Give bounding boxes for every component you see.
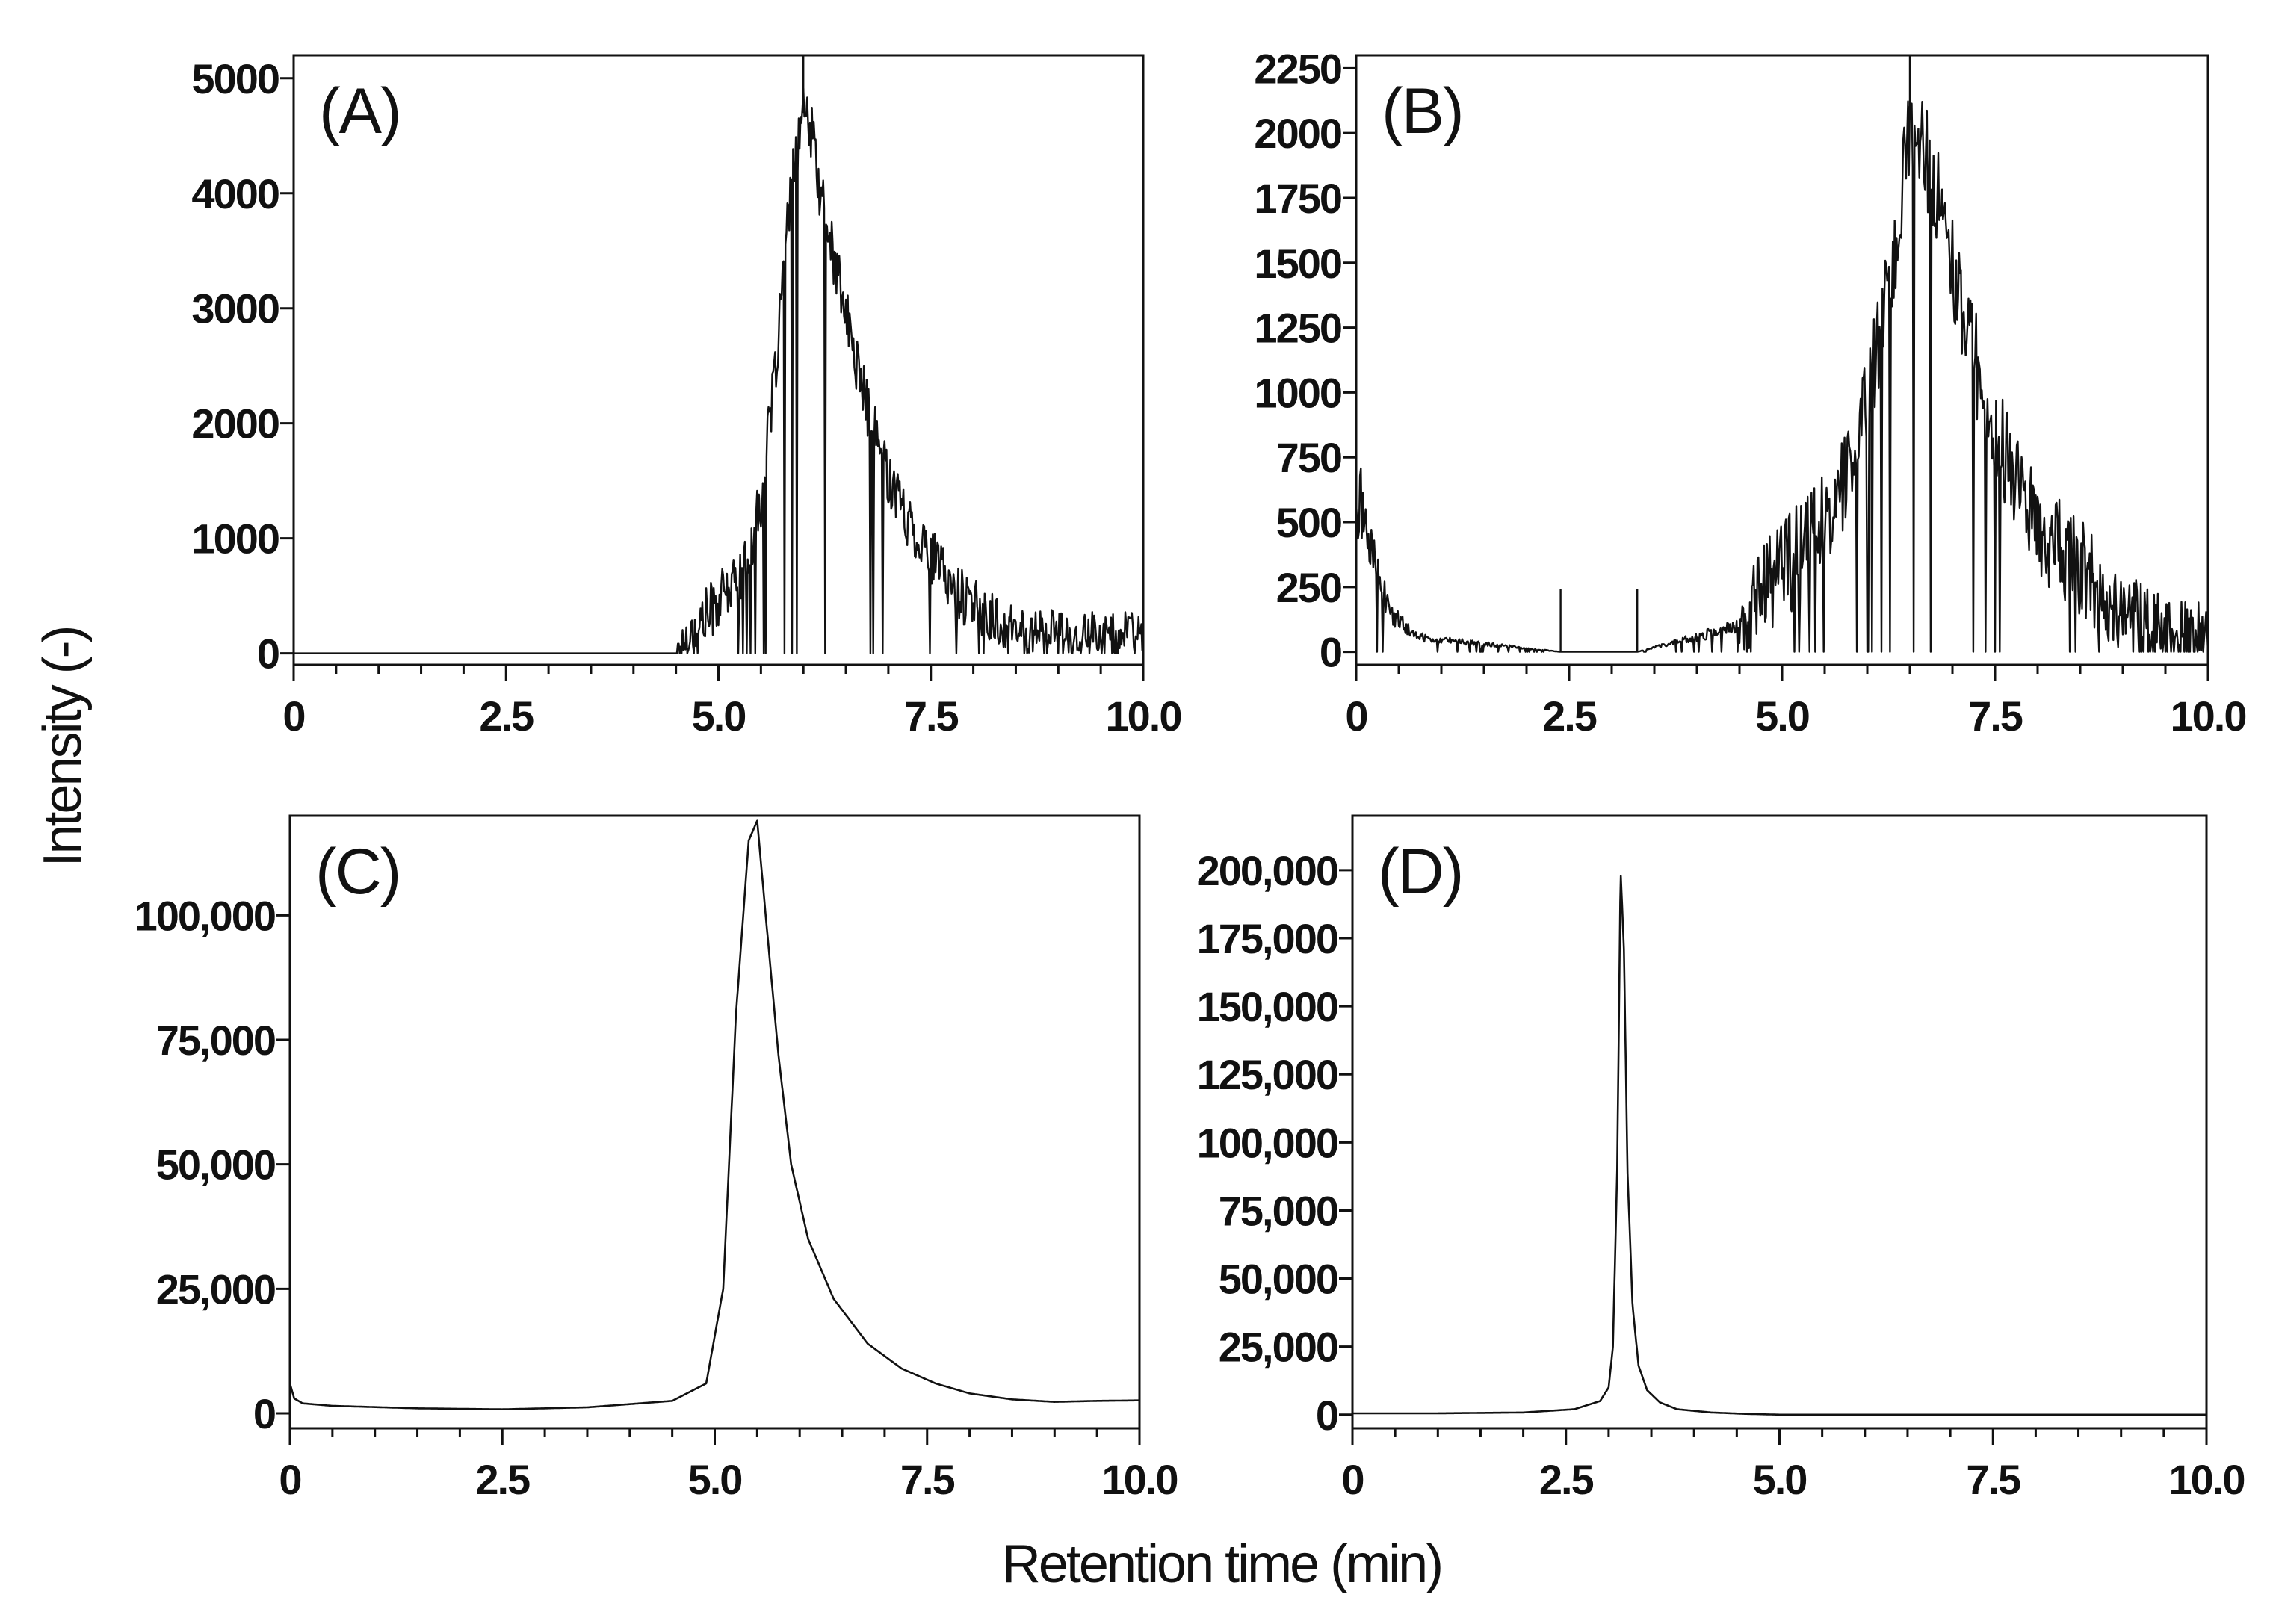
series-line-d [1352,875,2207,1416]
panel-a: 0 2.5 5.0 7.5 10.0 0 1000 2000 3000 4000 5000 (A) [191,54,1183,740]
x-tick-label: 7.5 [1966,1456,2020,1503]
x-tick-label: 10.0 [1102,1456,1178,1503]
series-line-a [294,87,1145,654]
y-tick-label: 250 [1276,564,1341,611]
x-tick-label: 7.5 [904,692,959,740]
x-tick-label: 5.0 [688,1456,742,1503]
y-tick-label: 75,000 [1219,1187,1337,1234]
x-tick-label: 2.5 [1539,1456,1594,1503]
y-tick-label: 25,000 [156,1265,275,1312]
y-tick-label: 0 [257,630,279,678]
y-tick-label: 0 [1320,629,1341,676]
y-tick-label: 1000 [1254,369,1341,416]
y-tick-label: 75,000 [156,1017,275,1064]
y-tick-label: 4000 [191,170,279,217]
panel-label-c: (C) [315,836,400,908]
y-tick-label: 5000 [191,55,279,102]
x-tick-label: 2.5 [479,692,534,740]
y-tick-label: 175,000 [1197,915,1337,962]
x-tick-label: 5.0 [1753,1456,1807,1503]
panel-c: 0 2.5 5.0 7.5 10.0 0 25,000 50,000 75,000 100,000… [134,814,1179,1503]
x-tick-label: 0 [282,692,304,740]
y-tick-label: 1500 [1254,240,1341,287]
y-tick-label: 2000 [191,400,279,447]
x-axis-title: Retention time (min) [1002,1534,1441,1594]
y-tick-label: 25,000 [1219,1324,1337,1371]
x-tick-label: 0 [1341,1456,1363,1503]
x-tick-label: 10.0 [1106,692,1181,740]
x-tick-label: 2.5 [1542,692,1597,740]
y-tick-label: 125,000 [1197,1051,1337,1098]
y-tick-label: 750 [1276,434,1341,481]
y-tick-label: 200,000 [1197,847,1337,894]
y-tick-label: 100,000 [1197,1119,1337,1166]
y-tick-label: 3000 [191,285,279,332]
x-tick-label: 0 [279,1456,300,1503]
y-tick-label: 50,000 [156,1141,275,1188]
y-tick-label: 150,000 [1197,983,1337,1030]
panel-label-b: (B) [1382,75,1463,147]
panel-d: 0 2.5 5.0 7.5 10.0 0 25,000 50,000 75,000 100,000… [1197,814,2246,1503]
y-tick-label: 1250 [1254,305,1341,352]
x-tick-label: 7.5 [1968,692,2023,740]
y-tick-label: 1750 [1254,175,1341,222]
y-tick-label: 1000 [191,515,279,562]
y-axis-title: Intensity (-) [33,627,93,867]
x-tick-label: 5.0 [1755,692,1809,740]
panel-label-d: (D) [1378,836,1462,908]
series-line-c [288,819,1140,1410]
panel-label-a: (A) [319,75,401,147]
y-tick-label: 50,000 [1219,1256,1337,1303]
x-tick-label: 10.0 [2169,1456,2245,1503]
y-tick-label: 0 [253,1390,275,1437]
panel-b: 0 2.5 5.0 7.5 10.0 0 250 500 750 1000 1250 1500 1750… [1254,45,2247,740]
x-tick-label: 7.5 [900,1456,955,1503]
y-tick-label: 2250 [1254,45,1341,92]
x-tick-label: 0 [1345,692,1367,740]
x-tick-label: 5.0 [692,692,746,740]
y-tick-label: 0 [1316,1392,1337,1439]
x-tick-label: 2.5 [475,1456,530,1503]
x-tick-label: 10.0 [2171,692,2246,740]
series-line-b [1355,100,2209,653]
y-tick-label: 500 [1276,499,1341,546]
y-tick-label: 2000 [1254,110,1341,157]
y-tick-label: 100,000 [134,892,275,939]
